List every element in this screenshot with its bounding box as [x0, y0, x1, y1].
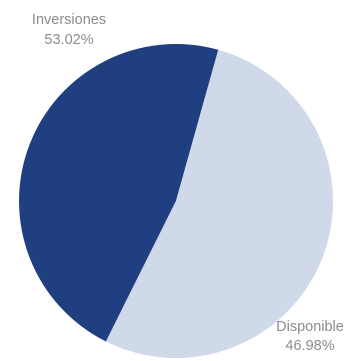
slice-label-inversiones-name: Inversiones: [32, 12, 106, 28]
pie-slices: [19, 44, 334, 359]
pie-slice-disponible: [19, 44, 219, 342]
pie-slice-inversiones: [105, 49, 334, 359]
slice-label-disponible-name: Disponible: [276, 319, 344, 335]
slice-label-disponible-percent: 46.98%: [285, 338, 334, 354]
slice-label-inversiones-percent: 53.02%: [44, 32, 93, 48]
